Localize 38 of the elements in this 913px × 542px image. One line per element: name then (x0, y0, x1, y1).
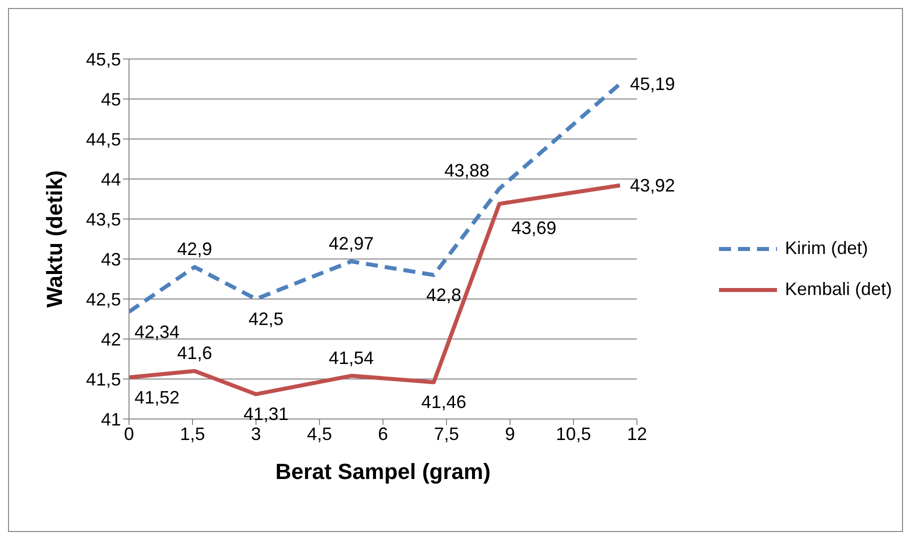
x-axis-title: Berat Sampel (gram) (275, 459, 491, 484)
data-label: 42,34 (134, 322, 180, 342)
data-label: 43,88 (444, 160, 490, 181)
line-series (129, 82, 622, 314)
y-tick-label: 45 (100, 89, 121, 110)
data-label: 42,9 (177, 239, 212, 259)
legend-label: Kembali (det) (784, 279, 892, 300)
data-label: 41,54 (328, 348, 374, 368)
legend-label: Kirim (det) (784, 238, 868, 259)
x-tick-label: 6 (378, 424, 388, 444)
data-label: 41,31 (243, 404, 289, 424)
data-label: 45,19 (630, 74, 676, 94)
data-label: 41,52 (134, 387, 180, 408)
data-label: 41,46 (421, 392, 466, 412)
data-label: 42,5 (248, 309, 284, 329)
y-axis-title: Waktu (detik) (42, 170, 67, 308)
x-tick-label: 12 (626, 424, 647, 444)
data-label: 43,92 (630, 175, 676, 196)
y-tick-label: 44,5 (86, 129, 121, 150)
y-tick-label: 41,5 (86, 369, 121, 390)
data-label: 42,97 (328, 233, 374, 254)
x-tick-label: 1,5 (180, 424, 206, 444)
y-tick-label: 43 (100, 249, 121, 270)
x-tick-label: 3 (250, 424, 261, 444)
x-tick-label: 10,5 (556, 424, 591, 444)
data-label: 41,6 (177, 343, 212, 363)
data-label: 42,8 (426, 285, 462, 305)
x-tick-label: 0 (124, 424, 134, 444)
y-tick-label: 45,5 (86, 49, 121, 70)
y-tick-label: 43,5 (86, 209, 121, 230)
y-tick-label: 42 (100, 329, 121, 350)
x-tick-label: 9 (504, 424, 515, 444)
y-tick-label: 42,5 (86, 289, 121, 310)
y-tick-label: 41 (100, 409, 121, 430)
x-tick-label: 7,5 (434, 424, 459, 444)
y-tick-label: 44 (100, 169, 121, 190)
x-tick-label: 4,5 (306, 424, 332, 444)
data-label: 43,69 (511, 218, 556, 238)
